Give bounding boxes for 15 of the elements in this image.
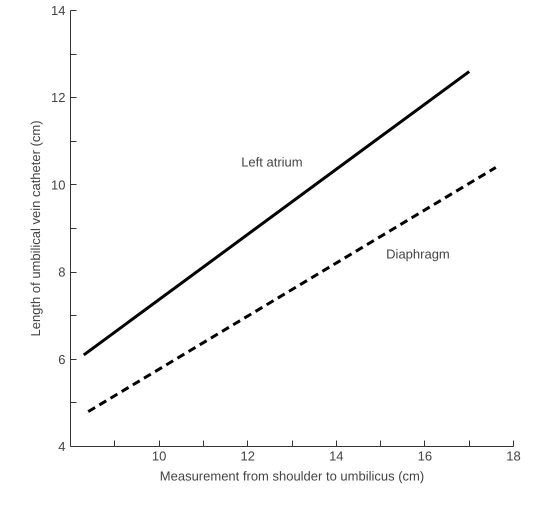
x-tick-label: 10	[152, 448, 166, 464]
x-tick-label: 12	[240, 448, 255, 464]
x-tick-label: 16	[418, 448, 432, 464]
y-tick-label: 10	[51, 177, 66, 192]
y-tick-label: 8	[58, 264, 66, 280]
y-axis-title: Length of umbilical vein catheter (cm)	[28, 120, 44, 337]
y-tick-label: 14	[51, 3, 66, 18]
x-tick-label: 14	[329, 448, 344, 464]
series-label: Diaphragm	[386, 246, 450, 262]
series-label: Left atrium	[241, 154, 303, 170]
y-tick-label: 12	[51, 90, 66, 106]
x-axis-title: Measurement from shoulder to umbilicus (cm)	[160, 468, 424, 484]
y-tick-label: 4	[58, 439, 66, 454]
y-tick-label: 6	[58, 352, 66, 367]
x-tick-label: 18	[506, 448, 521, 464]
